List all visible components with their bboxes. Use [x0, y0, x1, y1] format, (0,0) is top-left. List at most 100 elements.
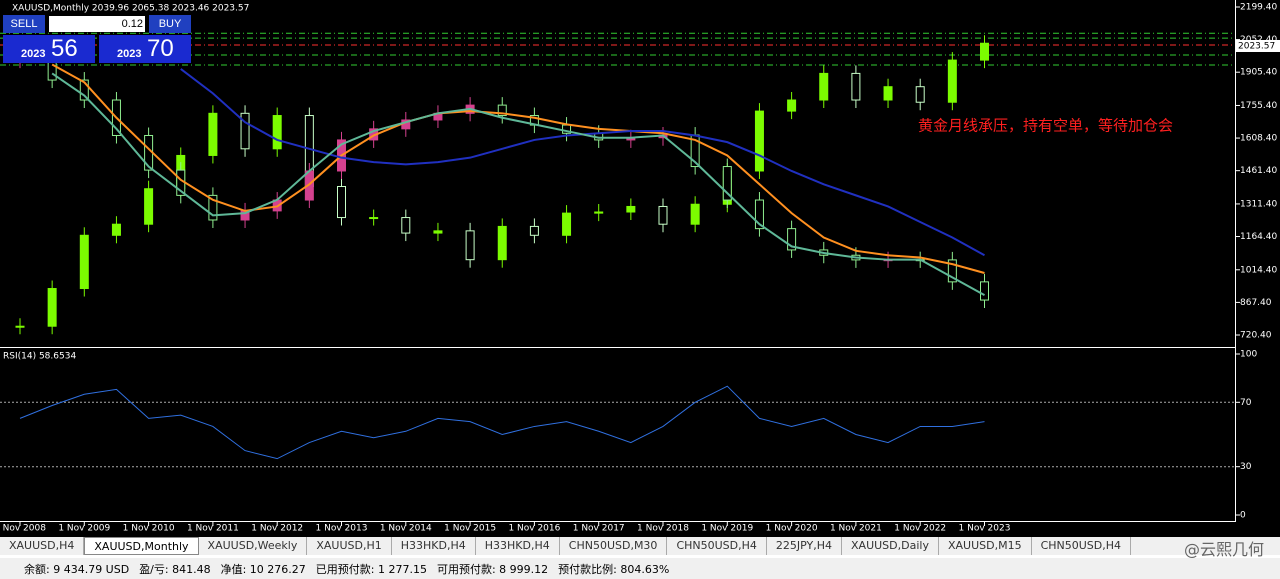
tab[interactable]: 225JPY,H4: [767, 537, 843, 555]
chart: XAUUSD,Monthly 2039.96 2065.38 2023.46 2…: [0, 0, 1280, 537]
date-label: 1 Nov 2017: [573, 524, 625, 534]
candle-body: [594, 211, 604, 214]
tab[interactable]: H33HKD,H4: [476, 537, 560, 555]
rsi-tick-label: 100: [1240, 350, 1257, 360]
date-label: 1 Nov 2021: [830, 524, 882, 534]
candle-body: [465, 230, 475, 261]
status-item: 盈/亏: 841.48: [139, 562, 211, 576]
date-label: 1 Nov 2020: [766, 524, 818, 534]
price-label: 1311.40: [1240, 199, 1277, 209]
bid-box[interactable]: 2023 56: [3, 35, 95, 63]
candle-body: [883, 86, 893, 101]
date-label: 1 Nov 2014: [380, 524, 432, 534]
status-item: 预付款比例: 804.63%: [558, 562, 670, 576]
tab[interactable]: XAUUSD,M15: [939, 537, 1032, 555]
tab[interactable]: XAUUSD,Weekly: [199, 537, 308, 555]
watermark: @云熙几何: [1183, 540, 1264, 559]
price-label: 1905.40: [1240, 68, 1277, 78]
date-label: 1 Nov 2019: [701, 524, 753, 534]
candle-body: [15, 325, 25, 328]
candle-body: [272, 115, 282, 150]
rsi-tick-label: 70: [1240, 398, 1252, 408]
candle-body: [947, 259, 957, 283]
candle-body: [497, 104, 507, 117]
status-item: 余额: 9 434.79 USD: [24, 562, 130, 576]
candle-body: [208, 194, 218, 221]
price-label: 1755.40: [1240, 101, 1277, 111]
date-label: 1 Nov 2016: [508, 524, 560, 534]
candle-body: [754, 110, 764, 172]
date-label: 1 Nov 2015: [444, 524, 496, 534]
date-label: 1 Nov 2012: [251, 524, 303, 534]
candle-body: [626, 205, 636, 213]
symbol-info: XAUUSD,Monthly 2039.96 2065.38 2023.46 2…: [12, 4, 249, 14]
candle-body: [787, 228, 797, 251]
price-label: 1164.40: [1240, 232, 1277, 242]
price-label: 2199.40: [1240, 3, 1277, 13]
ask-price: 70: [147, 35, 174, 62]
candle-body: [690, 203, 700, 225]
candle-body: [208, 112, 218, 156]
price-label: 1014.40: [1240, 265, 1277, 275]
sell-button[interactable]: SELL: [3, 15, 45, 33]
candle-body: [980, 42, 989, 61]
date-label: 1 Nov 2011: [187, 524, 239, 534]
current-price-label: 2023.57: [1238, 41, 1275, 51]
rsi-tick-label: 30: [1240, 462, 1252, 472]
tab[interactable]: CHN50USD,H4: [1032, 537, 1132, 555]
candle-body: [947, 59, 957, 103]
candle-body: [79, 234, 89, 290]
status-item: 净值: 10 276.27: [220, 562, 306, 576]
candle-body: [915, 86, 925, 103]
candle-body: [658, 205, 668, 225]
date-label: 1 Nov 2008: [0, 524, 46, 534]
tab[interactable]: XAUUSD,Monthly: [84, 537, 199, 555]
candle-body: [111, 223, 121, 236]
lot-input[interactable]: 0.12: [49, 16, 145, 32]
candle-body: [47, 59, 57, 81]
candle-body: [754, 199, 764, 230]
tab-bar: XAUUSD,H4 XAUUSD,Monthly XAUUSD,Weekly XAUU…: [0, 537, 1280, 555]
candle-body: [980, 281, 989, 301]
price-label: 1461.40: [1240, 166, 1277, 176]
buy-button[interactable]: BUY: [149, 15, 191, 33]
price-label: 867.40: [1240, 298, 1272, 308]
tab[interactable]: XAUUSD,Daily: [842, 537, 939, 555]
candle-body: [722, 166, 732, 201]
tab[interactable]: XAUUSD,H4: [0, 537, 85, 555]
tab[interactable]: CHN50USD,H4: [667, 537, 767, 555]
candle-body: [529, 225, 539, 236]
bid-prefix: 2023: [21, 48, 46, 60]
candle-body: [401, 217, 411, 234]
candle-body: [819, 72, 829, 101]
status-item: 可用预付款: 8 999.12: [436, 562, 549, 576]
moving-average: [51, 72, 985, 297]
date-label: 1 Nov 2018: [637, 524, 689, 534]
price-label: 720.40: [1240, 331, 1272, 341]
ask-box[interactable]: 2023 70: [99, 35, 191, 63]
rsi-line: [19, 385, 985, 460]
date-label: 1 Nov 2013: [316, 524, 368, 534]
candle-body: [433, 230, 443, 234]
candle-body: [562, 212, 572, 236]
tab[interactable]: H33HKD,H4: [392, 537, 476, 555]
candle-body: [787, 99, 797, 112]
candle-body: [79, 79, 89, 101]
current-price-box: [1236, 39, 1280, 52]
candle-body: [497, 225, 507, 261]
candle-body: [47, 288, 57, 327]
candle-body: [369, 217, 379, 220]
tab[interactable]: CHN50USD,M30: [560, 537, 668, 555]
annotation: 黄金月线承压，持有空单，等待加仓会: [918, 117, 1173, 135]
rsi-tick-label: 0: [1240, 511, 1246, 521]
date-label: 1 Nov 2009: [58, 524, 110, 534]
candle-body: [144, 188, 154, 225]
date-label: 1 Nov 2022: [894, 524, 946, 534]
date-label: 1 Nov 2010: [123, 524, 175, 534]
status-item: 已用预付款: 1 277.15: [315, 562, 427, 576]
tab[interactable]: XAUUSD,H1: [307, 537, 392, 555]
status-bar: 余额: 9 434.79 USD 盈/亏: 841.48 净值: 10 276.27…: [0, 558, 1280, 579]
trade-panel: SELL 0.12 BUY 2023 56 2023 70: [3, 15, 191, 63]
candle-body: [240, 112, 250, 150]
